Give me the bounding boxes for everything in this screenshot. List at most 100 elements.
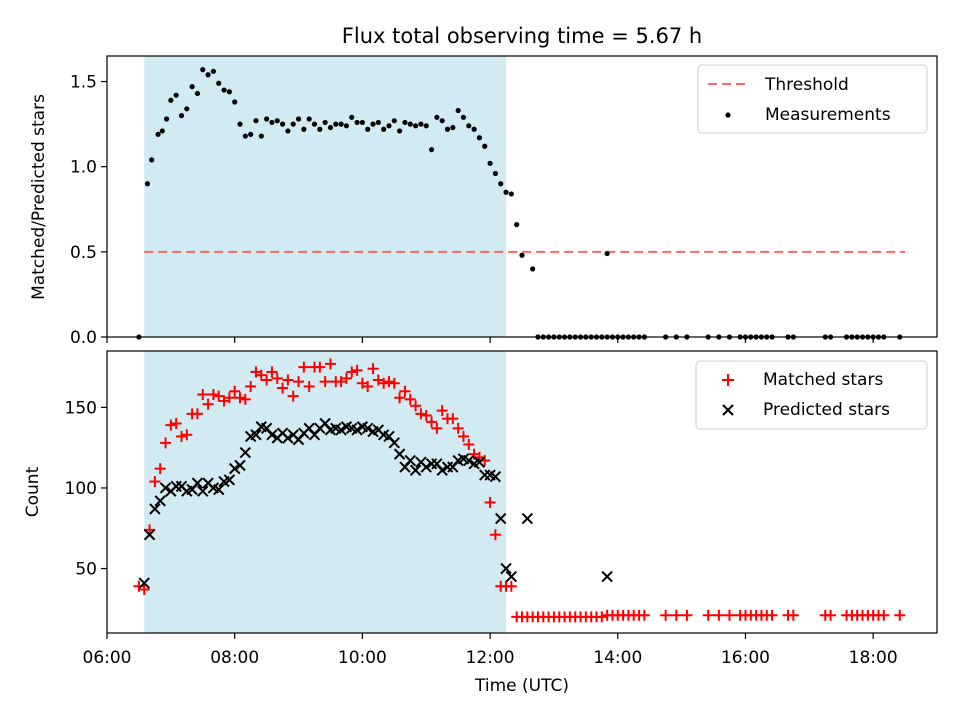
bottom-plot-frame <box>106 350 938 634</box>
measurement-point <box>354 119 360 126</box>
matched-star-point <box>154 463 166 475</box>
matched-star-point <box>319 376 331 388</box>
measurement-point <box>460 114 467 120</box>
measurement-point <box>428 147 435 153</box>
matched-star-point <box>702 609 714 621</box>
matched-star-points <box>133 358 906 623</box>
predicted-star-point <box>463 454 475 467</box>
measurement-point <box>391 118 397 124</box>
matched-star-point <box>415 408 427 420</box>
measurement-point <box>258 133 264 139</box>
matched-star-point <box>596 611 608 623</box>
measurement-point <box>311 121 318 127</box>
matched-star-point <box>388 377 400 389</box>
measurement-point <box>253 118 259 124</box>
matched-star-point <box>894 609 906 621</box>
predicted-star-point <box>361 422 374 435</box>
predicted-star-point <box>473 456 486 468</box>
measurement-point <box>471 126 477 132</box>
measurement-point <box>492 170 498 177</box>
measurement-point <box>274 118 280 124</box>
matched-star-point <box>431 422 443 434</box>
matched-star-point <box>340 372 352 384</box>
matched-star-point <box>787 609 799 621</box>
measurement-point <box>306 116 312 122</box>
measurement-point <box>439 118 445 124</box>
predicted-star-points <box>138 417 613 589</box>
matched-star-point <box>378 377 390 389</box>
predicted-star-point <box>420 461 432 473</box>
measurement-point <box>487 160 493 166</box>
measurement-point <box>375 119 381 126</box>
measurement-point <box>407 121 413 127</box>
top-panel: 0.0 0.5 1.0 1.5 Matched/Predicted stars Thr… <box>29 55 938 348</box>
measurement-point <box>232 99 238 105</box>
matched-star-point <box>410 400 422 412</box>
measurement-point <box>295 116 302 122</box>
matched-star-point <box>170 418 182 430</box>
matched-star-point <box>207 389 219 401</box>
matched-star-point <box>724 609 735 621</box>
measurement-point <box>498 181 504 187</box>
matched-star-point <box>282 374 294 386</box>
matched-star-point <box>277 382 289 394</box>
matched-star-point <box>399 385 411 397</box>
measurement-point <box>482 143 488 149</box>
predicted-star-point <box>143 528 156 541</box>
predicted-star-point <box>409 464 422 476</box>
matched-star-point <box>245 380 257 392</box>
x-tick-label: 10:00 <box>338 648 387 668</box>
bottom-y-tick-label: 100 <box>65 479 97 499</box>
matched-star-point <box>489 529 501 541</box>
measurement-point <box>604 250 610 257</box>
bottom-y-axis-label: Count <box>23 466 43 517</box>
predicted-star-point <box>436 464 448 476</box>
matched-star-point <box>638 609 650 621</box>
measurement-point <box>519 252 525 258</box>
matched-star-point <box>713 609 725 621</box>
measurement-point <box>397 128 403 134</box>
measurement-point <box>317 126 323 132</box>
matched-star-point <box>505 580 517 592</box>
matched-star-point <box>149 476 161 488</box>
measurement-point <box>163 116 170 122</box>
x-tick-label: 06:00 <box>83 648 132 668</box>
measurement-point <box>178 113 185 119</box>
measurement-point <box>359 119 365 126</box>
matched-star-point <box>362 380 374 392</box>
matched-star-point <box>160 437 172 449</box>
matched-star-point <box>223 392 235 404</box>
matched-star-point <box>766 609 778 621</box>
matched-star-point <box>878 609 890 621</box>
measurement-point <box>476 135 483 141</box>
measurement-point <box>155 131 161 137</box>
legend-predicted-label: Predicted stars <box>763 400 890 420</box>
matched-star-point <box>239 393 251 405</box>
predicted-star-point <box>138 577 150 589</box>
bottom-y-tick-label: 50 <box>75 560 97 580</box>
matched-star-point <box>287 390 299 402</box>
measurement-point <box>149 157 155 163</box>
matched-star-point <box>670 609 682 621</box>
predicted-star-point <box>266 429 278 441</box>
bottom-x-ticks: 06:00 08:00 10:00 12:00 14:00 16:00 18:00 <box>83 633 898 668</box>
chart-title: Flux total observing time = 5.67 h <box>342 24 702 48</box>
matched-star-point <box>825 609 837 621</box>
measurement-point <box>200 67 206 73</box>
matched-star-point <box>266 366 278 378</box>
matched-star-point <box>303 380 315 392</box>
matched-star-point <box>255 369 267 381</box>
matched-star-point <box>229 385 241 397</box>
predicted-star-point <box>393 448 406 460</box>
matched-star-point <box>181 429 193 441</box>
predicted-star-point <box>191 477 204 489</box>
bottom-y-ticks: 50 100 150 <box>65 398 107 580</box>
predicted-star-point <box>154 495 166 507</box>
top-legend-box <box>697 64 928 134</box>
bottom-legend: Matched stars Predicted stars <box>695 360 928 430</box>
x-axis-label: Time (UTC) <box>474 676 569 696</box>
top-plot-frame <box>106 55 938 338</box>
measurement-point <box>248 131 254 137</box>
measurement-point <box>423 123 429 129</box>
measurement-point <box>216 80 222 86</box>
